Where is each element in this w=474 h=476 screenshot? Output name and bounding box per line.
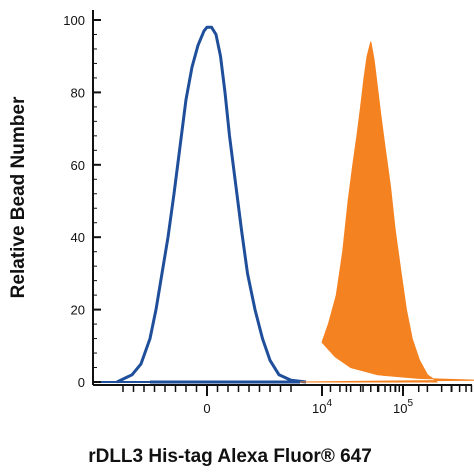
x-tick-label-2: 105 [393, 398, 413, 416]
y-tick-label-60: 60 [71, 158, 85, 173]
x-tick-label-1: 104 [312, 398, 332, 416]
axes-layer [92, 10, 473, 396]
series-1-area [296, 41, 474, 383]
y-tick-label-40: 40 [71, 230, 85, 245]
x-tick-exponent-1: 4 [326, 398, 332, 409]
series-layer [93, 25, 474, 384]
y-tick-label-20: 20 [71, 303, 85, 318]
y-axis-title: Relative Bead Number [8, 96, 29, 298]
labels-layer: 0 20 40 60 80 100 0 104 105 Relative Bead Number r… [8, 13, 413, 467]
y-tick-label-0: 0 [78, 375, 85, 390]
x-tick-label-0: 0 [203, 401, 210, 416]
series-0-line [116, 25, 307, 384]
y-tick-label-100: 100 [63, 13, 85, 28]
x-axis-title: rDLL3 His-tag Alexa Fluor® 647 [88, 446, 372, 467]
x-tick-exponent-2: 5 [407, 398, 413, 409]
y-tick-label-80: 80 [71, 85, 85, 100]
